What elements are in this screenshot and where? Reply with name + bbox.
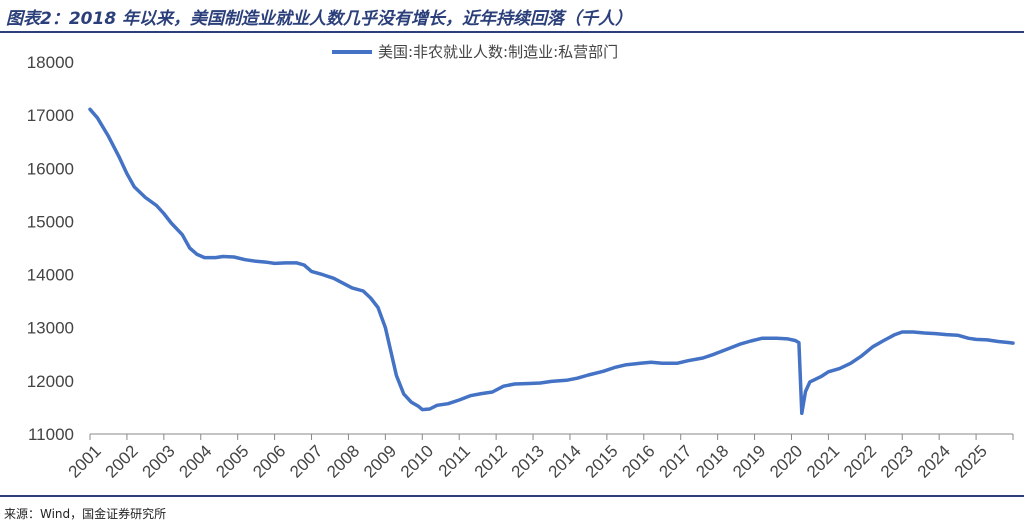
x-tick-label: 2020 <box>766 441 806 481</box>
x-tick-label: 2023 <box>877 441 917 481</box>
x-tick-label: 2013 <box>508 441 548 481</box>
x-tick-label: 2009 <box>360 441 400 481</box>
x-tick-label: 2006 <box>249 441 289 481</box>
x-tick-label: 2022 <box>840 441 880 481</box>
title-divider <box>0 31 1024 33</box>
x-tick-label: 2017 <box>655 441 695 481</box>
y-tick-label: 17000 <box>27 106 74 125</box>
x-tick-label: 2004 <box>175 441 215 481</box>
y-tick-label: 13000 <box>27 319 74 338</box>
y-tick-label: 18000 <box>27 53 74 72</box>
x-axis: 2001200220032004200520062007200820092010… <box>65 433 1014 482</box>
x-tick-label: 2002 <box>102 441 142 481</box>
y-tick-label: 16000 <box>27 159 74 178</box>
y-tick-label: 12000 <box>27 372 74 391</box>
x-tick-label: 2014 <box>545 441 585 481</box>
x-tick-label: 2016 <box>618 441 658 481</box>
x-tick-label: 2021 <box>803 441 843 481</box>
y-tick-label: 15000 <box>27 212 74 231</box>
x-tick-label: 2012 <box>471 441 511 481</box>
x-tick-label: 2011 <box>435 441 474 480</box>
x-tick-label: 2003 <box>138 441 178 481</box>
y-tick-label: 14000 <box>27 266 74 285</box>
y-axis: 11000 12000 13000 14000 15000 16000 17000 18000 <box>27 53 74 444</box>
chart-title: 图表2：2018 年以来，美国制造业就业人数几乎没有增长，近年持续回落（千人） <box>6 9 633 29</box>
x-tick-label: 2010 <box>397 441 437 481</box>
y-tick-label: 11000 <box>28 425 74 444</box>
x-tick-label: 2025 <box>951 441 991 481</box>
source-note: 来源：Wind，国金证券研究所 <box>4 507 167 521</box>
x-tick-label: 2005 <box>212 441 252 481</box>
x-tick-label: 2018 <box>692 441 732 481</box>
x-tick-label: 2024 <box>914 441 954 481</box>
line-chart: 11000 12000 13000 14000 15000 16000 17000 18000… <box>27 43 1015 482</box>
series-line <box>88 107 1015 416</box>
footer-divider <box>0 495 1024 497</box>
x-tick-label: 2007 <box>286 441 326 481</box>
x-tick-label: 2015 <box>582 441 622 481</box>
x-tick-label: 2008 <box>323 441 363 481</box>
x-tick-label: 2019 <box>729 441 769 481</box>
legend: 美国:非农就业人数:制造业:私营部门 <box>332 43 618 61</box>
series-group <box>88 107 1015 416</box>
x-tick-label: 2001 <box>65 441 105 481</box>
legend-label: 美国:非农就业人数:制造业:私营部门 <box>378 43 618 61</box>
